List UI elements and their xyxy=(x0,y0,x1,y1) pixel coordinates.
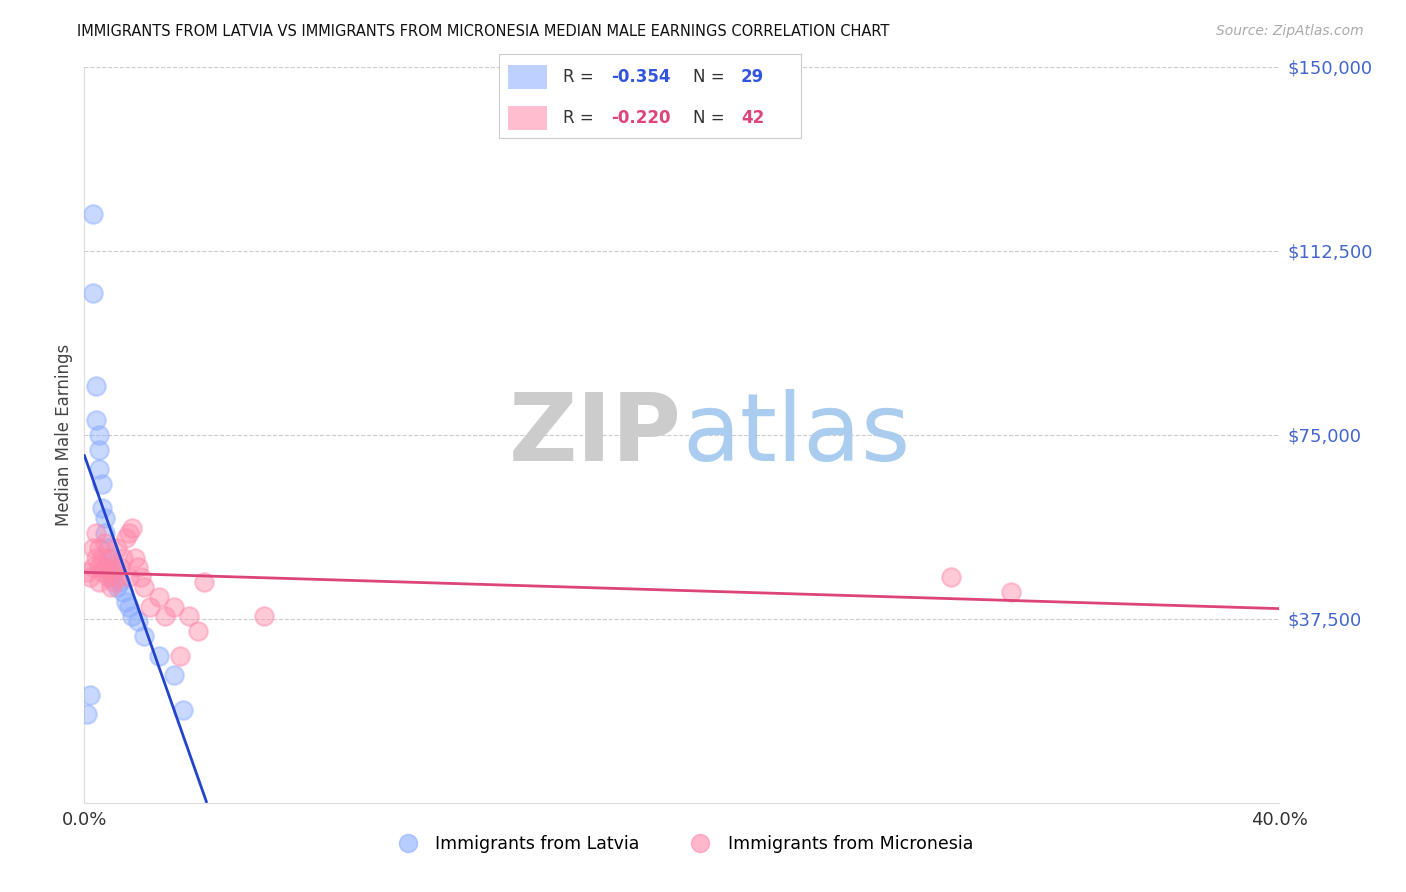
Text: ZIP: ZIP xyxy=(509,389,682,481)
Point xyxy=(94,535,117,549)
Point xyxy=(89,560,111,574)
Point xyxy=(89,442,111,457)
Point xyxy=(153,609,176,624)
Text: 42: 42 xyxy=(741,109,765,127)
Point xyxy=(103,574,125,589)
Point xyxy=(110,560,132,574)
Point xyxy=(172,703,194,717)
Text: R =: R = xyxy=(562,69,599,87)
Point xyxy=(82,560,104,574)
Point xyxy=(124,550,146,565)
Point xyxy=(103,560,125,574)
Point xyxy=(121,521,143,535)
Point xyxy=(86,525,108,540)
Point xyxy=(97,541,120,555)
Point xyxy=(939,570,962,584)
Point xyxy=(163,668,186,682)
Point xyxy=(148,590,170,604)
Text: N =: N = xyxy=(693,109,730,127)
Point xyxy=(115,594,138,608)
Point xyxy=(91,501,114,516)
Point xyxy=(129,570,152,584)
Point xyxy=(94,560,117,574)
Point xyxy=(127,614,149,628)
Point xyxy=(76,566,98,580)
Point xyxy=(100,550,122,565)
Point xyxy=(169,648,191,663)
Point xyxy=(105,541,128,555)
Point xyxy=(89,462,111,476)
Text: N =: N = xyxy=(693,69,730,87)
Point xyxy=(112,585,135,599)
Point xyxy=(100,580,122,594)
Point xyxy=(177,609,200,624)
Point xyxy=(132,629,156,643)
Point xyxy=(115,531,138,545)
Point xyxy=(89,541,111,555)
Point xyxy=(97,570,120,584)
Point xyxy=(193,574,215,589)
Point xyxy=(82,285,104,300)
Point xyxy=(79,570,101,584)
Point xyxy=(105,570,128,584)
Point xyxy=(94,525,117,540)
Point xyxy=(100,570,122,584)
Point xyxy=(82,541,104,555)
Point xyxy=(86,378,108,392)
Point xyxy=(103,566,125,580)
Point xyxy=(86,550,108,565)
Point xyxy=(89,427,111,442)
FancyBboxPatch shape xyxy=(508,65,547,89)
Point xyxy=(76,707,98,722)
Point xyxy=(253,609,276,624)
Point xyxy=(105,580,128,594)
Text: -0.354: -0.354 xyxy=(612,69,671,87)
Point xyxy=(148,648,170,663)
Point xyxy=(132,580,156,594)
Point xyxy=(97,560,120,574)
Point xyxy=(86,413,108,427)
Point xyxy=(139,599,162,614)
Point xyxy=(79,688,101,702)
Point xyxy=(118,525,141,540)
Text: -0.220: -0.220 xyxy=(612,109,671,127)
Point xyxy=(127,560,149,574)
Point xyxy=(187,624,209,639)
Text: atlas: atlas xyxy=(682,389,910,481)
Point xyxy=(100,566,122,580)
Text: Source: ZipAtlas.com: Source: ZipAtlas.com xyxy=(1216,24,1364,38)
Y-axis label: Median Male Earnings: Median Male Earnings xyxy=(55,343,73,526)
Point xyxy=(97,550,120,565)
Point xyxy=(82,207,104,221)
Point xyxy=(121,609,143,624)
Point xyxy=(163,599,186,614)
Text: IMMIGRANTS FROM LATVIA VS IMMIGRANTS FROM MICRONESIA MEDIAN MALE EARNINGS CORREL: IMMIGRANTS FROM LATVIA VS IMMIGRANTS FRO… xyxy=(77,24,890,39)
Point xyxy=(91,550,114,565)
Point xyxy=(91,566,114,580)
Point xyxy=(112,550,135,565)
Text: R =: R = xyxy=(562,109,599,127)
Text: 29: 29 xyxy=(741,69,765,87)
FancyBboxPatch shape xyxy=(508,106,547,130)
Legend: Immigrants from Latvia, Immigrants from Micronesia: Immigrants from Latvia, Immigrants from … xyxy=(384,829,980,861)
Point xyxy=(94,511,117,525)
Point xyxy=(118,599,141,614)
Point xyxy=(1000,585,1022,599)
Point xyxy=(89,574,111,589)
Point xyxy=(110,574,132,589)
Point xyxy=(91,476,114,491)
Point xyxy=(118,570,141,584)
